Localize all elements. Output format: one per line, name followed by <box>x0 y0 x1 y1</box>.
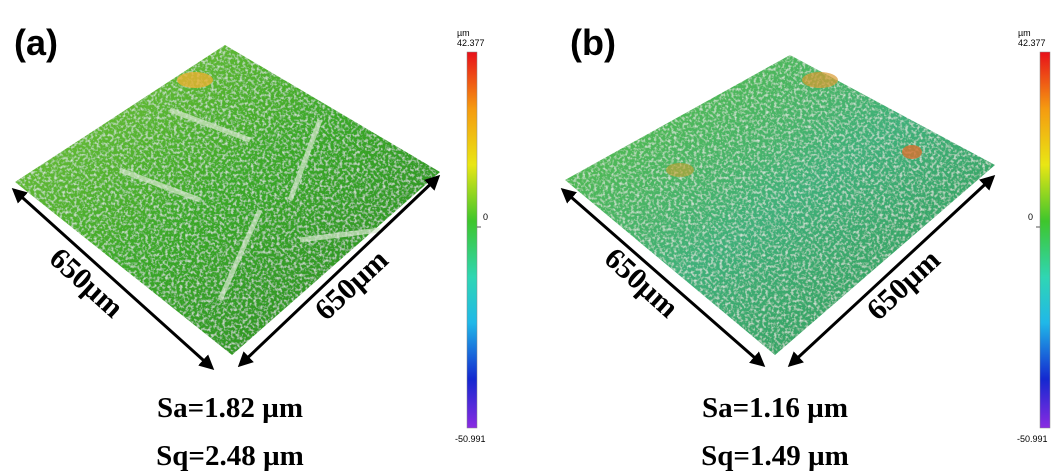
colorbar-min: -50.991 <box>455 434 486 444</box>
surface-plot <box>15 45 440 355</box>
sq-value: Sq=1.49 µm <box>701 440 849 472</box>
surface-plot <box>565 55 995 355</box>
sa-value: Sa=1.16 µm <box>702 392 848 424</box>
colorbar <box>467 52 477 428</box>
surface-peak <box>802 72 838 88</box>
colorbar-unit: µm <box>1018 28 1031 38</box>
surface-peak <box>666 163 694 177</box>
panel-label: (a) <box>14 22 58 63</box>
colorbar-min: -50.991 <box>1017 434 1048 444</box>
panel-a: (a) 650µm 650µm Sa=1.82 µm Sq=2.48 µm µm… <box>14 22 488 472</box>
sa-value: Sa=1.82 µm <box>157 392 303 424</box>
surface-peak <box>177 72 213 88</box>
colorbar-unit: µm <box>457 28 470 38</box>
colorbar-mid: 0 <box>1028 212 1033 222</box>
surface-peak <box>902 145 922 159</box>
colorbar-max: 42.377 <box>1018 38 1046 48</box>
panel-label: (b) <box>570 22 616 63</box>
colorbar-mid: 0 <box>483 212 488 222</box>
colorbar <box>1040 52 1050 428</box>
panel-b: (b) 650µm 650µm Sa=1.16 µm Sq=1.49 µm µm… <box>563 22 1050 472</box>
figure: (a) 650µm 650µm Sa=1.82 µm Sq=2.48 µm µm… <box>0 0 1051 473</box>
sq-value: Sq=2.48 µm <box>156 440 304 472</box>
colorbar-max: 42.377 <box>457 38 485 48</box>
